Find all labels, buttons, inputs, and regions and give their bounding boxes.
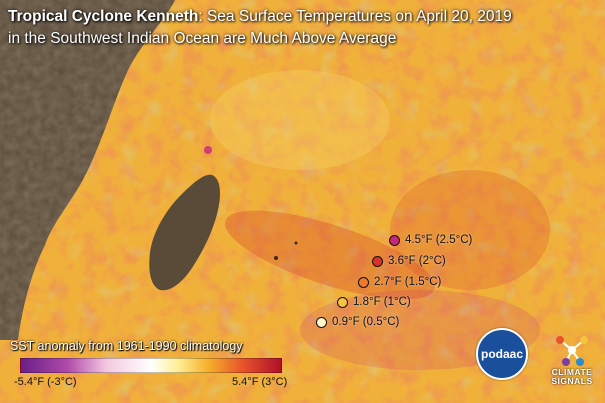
legend-label-4-5f: 4.5°F (2.5°C) [405, 234, 473, 246]
legend-label-1-8f: 1.8°F (1°C) [353, 296, 411, 308]
legend-dot-2-7f [358, 276, 369, 288]
title-rest: : Sea Surface Temperatures on April 20, … [198, 8, 512, 25]
legend-item-1-8f: 1.8°F (1°C) [337, 294, 411, 310]
climate-signals-icon [556, 336, 588, 366]
legend-dot-1-8f [337, 296, 348, 308]
colorbar-title: SST anomaly from 1961-1990 climatology [10, 339, 243, 353]
title-bold: Tropical Cyclone Kenneth [8, 8, 199, 25]
legend-item-2-7f: 2.7°F (1.5°C) [358, 274, 441, 290]
legend-item-3-6f: 3.6°F (2°C) [372, 253, 446, 269]
legend-dot-3-6f [372, 255, 383, 267]
climate-signals-logo-text: CLIMATE SIGNALS [551, 367, 593, 386]
colorbar [20, 358, 282, 373]
legend-item-0-9f: 0.9°F (0.5°C) [316, 314, 399, 330]
map-title: Tropical Cyclone Kenneth: Sea Surface Te… [8, 6, 598, 50]
colorbar-max-label: 5.4°F (3°C) [232, 376, 288, 388]
legend-label-2-7f: 2.7°F (1.5°C) [374, 276, 442, 288]
legend-dot-0-9f [316, 316, 327, 328]
legend-dot-4-5f [389, 234, 400, 246]
legend-label-3-6f: 3.6°F (2°C) [388, 255, 446, 267]
legend-item-4-5f: 4.5°F (2.5°C) [389, 232, 472, 248]
podaac-logo-text: podaac [480, 347, 523, 361]
legend-label-0-9f: 0.9°F (0.5°C) [332, 316, 400, 328]
title-line2: in the Southwest Indian Ocean are Much A… [8, 30, 397, 47]
podaac-logo: podaac [476, 328, 528, 380]
colorbar-min-label: -5.4°F (-3°C) [14, 376, 77, 388]
